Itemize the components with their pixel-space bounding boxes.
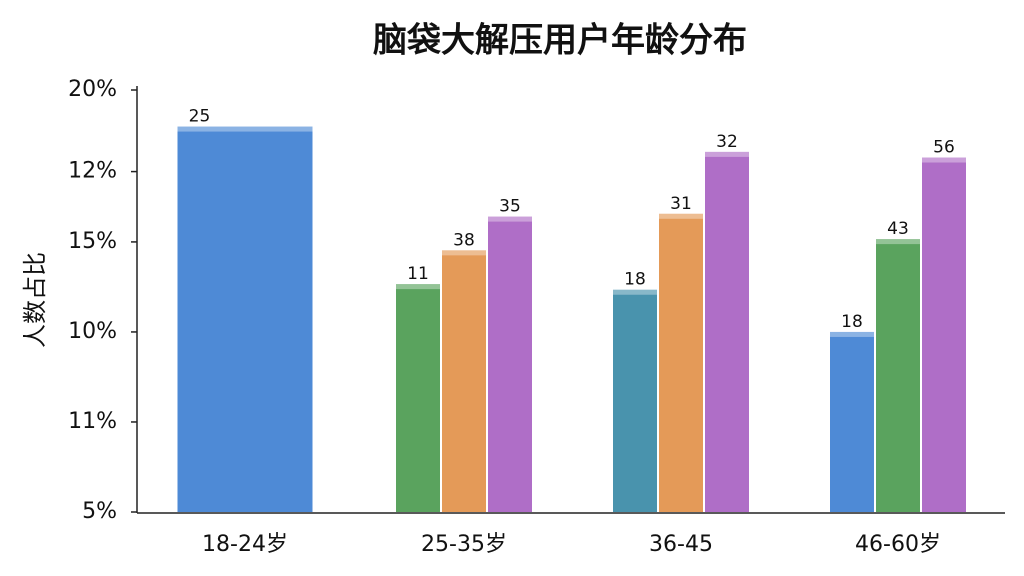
bar-label: 56 — [933, 138, 955, 158]
bar-label: 31 — [670, 194, 692, 214]
x-tick-label: 46-60岁 — [855, 532, 941, 557]
y-tick-label: 20% — [68, 77, 117, 102]
bar — [705, 151, 749, 513]
bar — [396, 284, 440, 512]
bar-highlight — [830, 331, 874, 337]
bar-highlight — [442, 250, 486, 256]
bar-label: 18 — [624, 270, 646, 290]
bar — [488, 216, 532, 512]
bar — [613, 289, 657, 512]
bar-highlight — [613, 289, 657, 295]
bar-highlight — [177, 126, 313, 132]
bar-highlight — [922, 157, 966, 163]
bar-label: 18 — [841, 312, 863, 332]
chart-title: 脑袋大解压用户年龄分布 — [373, 21, 747, 61]
bar — [177, 126, 313, 512]
bar — [442, 250, 486, 513]
y-tick-label: 11% — [68, 409, 117, 434]
bar-label: 32 — [716, 132, 738, 152]
bar — [659, 213, 703, 512]
bar-highlight — [705, 151, 749, 157]
bar-label: 25 — [189, 107, 211, 127]
bar — [830, 331, 874, 512]
x-tick-label: 18-24岁 — [202, 532, 288, 557]
bar-label: 11 — [407, 264, 429, 284]
y-tick-label: 12% — [68, 159, 117, 184]
bar-label: 35 — [499, 197, 521, 217]
bar-label: 38 — [453, 230, 475, 250]
y-tick-label: 15% — [68, 229, 117, 254]
bar-highlight — [659, 213, 703, 219]
bar-highlight — [396, 284, 440, 290]
bar — [922, 157, 966, 512]
x-tick-label: 36-45 — [649, 532, 713, 557]
y-axis-label: 人数占比 — [21, 252, 49, 348]
y-tick-label: 5% — [82, 499, 117, 524]
bar — [876, 239, 920, 512]
x-tick-label: 25-35岁 — [421, 532, 507, 557]
bar-highlight — [876, 239, 920, 245]
y-tick-label: 10% — [68, 319, 117, 344]
bar-highlight — [488, 216, 532, 222]
bar-label: 43 — [887, 219, 909, 239]
